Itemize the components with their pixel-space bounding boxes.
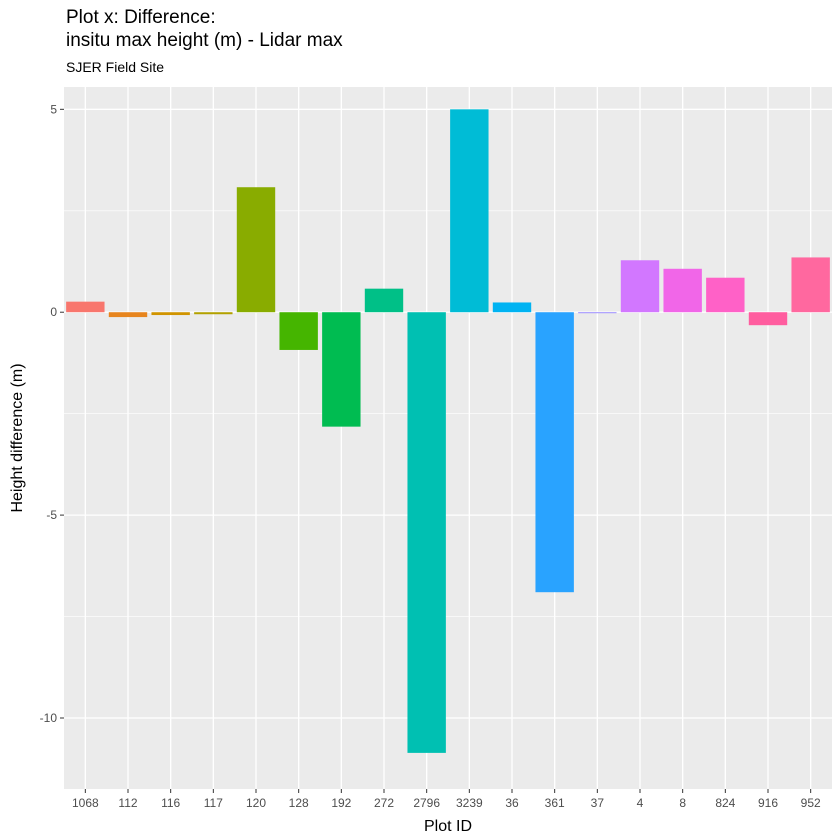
bar-1068 xyxy=(66,301,105,313)
x-tick-label: 192 xyxy=(331,796,351,810)
chart-subtitle: SJER Field Site xyxy=(66,59,165,75)
x-tick-label: 36 xyxy=(505,796,519,810)
bar-361 xyxy=(535,312,574,593)
bar-37 xyxy=(578,312,617,314)
x-tick-label: 8 xyxy=(679,796,686,810)
minor-gridlines xyxy=(64,210,832,617)
bar-112 xyxy=(108,312,148,318)
bar-120 xyxy=(236,187,276,313)
x-tick-label: 116 xyxy=(161,796,180,810)
chart-title-line-1: Plot x: Difference: xyxy=(66,7,216,28)
x-axis: 1068 112 116 117 120 128 192 272 2796 3239 36 361 37… xyxy=(72,789,821,810)
x-tick-label: 361 xyxy=(545,796,565,810)
bar-2796 xyxy=(407,312,446,753)
y-tick-label: 0 xyxy=(50,305,57,319)
y-axis-title: Height difference (m) xyxy=(9,363,26,512)
x-tick-label: 120 xyxy=(246,796,266,810)
y-tick-label: 5 xyxy=(50,102,57,116)
chart-title-line-2: insitu max height (m) - Lidar max xyxy=(66,30,343,51)
bar-3239 xyxy=(450,109,489,313)
bar-824 xyxy=(706,277,745,313)
x-tick-label: 1068 xyxy=(72,796,99,810)
x-tick-label: 3239 xyxy=(456,796,483,810)
major-gridlines xyxy=(64,87,832,789)
bar-128 xyxy=(279,312,318,350)
plot-panel xyxy=(64,87,832,789)
x-tick-label: 112 xyxy=(118,796,137,810)
bar-116 xyxy=(151,312,190,316)
x-tick-label: 824 xyxy=(715,796,735,810)
x-tick-label: 128 xyxy=(289,796,309,810)
x-tick-label: 952 xyxy=(801,796,821,810)
x-tick-label: 2796 xyxy=(413,796,440,810)
bar-8 xyxy=(663,268,702,313)
x-tick-label: 272 xyxy=(374,796,394,810)
y-axis: 5 0 -5 -10 xyxy=(40,102,64,725)
bar-192 xyxy=(322,312,361,427)
bars xyxy=(66,109,830,753)
x-tick-label: 916 xyxy=(758,796,778,810)
y-tick-label: -10 xyxy=(40,711,58,725)
bar-916 xyxy=(748,312,788,326)
x-tick-label: 117 xyxy=(204,796,223,810)
bar-952 xyxy=(791,257,830,313)
x-axis-title: Plot ID xyxy=(424,818,472,835)
bar-36 xyxy=(492,302,532,313)
bar-4 xyxy=(620,260,660,313)
bar-272 xyxy=(364,288,404,313)
x-tick-label: 4 xyxy=(637,796,644,810)
y-tick-label: -5 xyxy=(46,508,57,522)
chart-title-block: Plot x: Difference: insitu max height (m… xyxy=(66,6,343,76)
x-tick-label: 37 xyxy=(591,796,605,810)
bar-117 xyxy=(194,312,233,315)
